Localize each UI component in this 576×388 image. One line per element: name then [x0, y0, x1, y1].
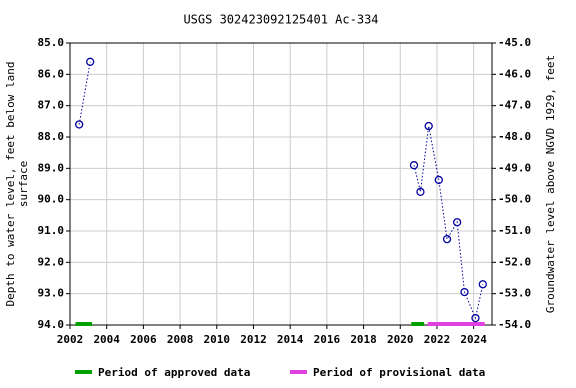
data-point [460, 287, 469, 297]
x-tick-label: 2022 [424, 333, 451, 346]
data-point [442, 234, 452, 244]
series-line [78, 61, 484, 320]
period-bar [75, 322, 93, 326]
y2-tick-label: -47.0 [498, 99, 531, 112]
y2-tick-label: -53.0 [498, 287, 531, 300]
y-tick-label: 92.0 [38, 255, 65, 268]
period-bar [427, 322, 485, 326]
x-tick-label: 2008 [167, 333, 194, 346]
y-tick-label: 90.0 [38, 193, 65, 206]
y2-tick-label: -46.0 [498, 67, 531, 80]
y-tick-label: 91.0 [38, 224, 65, 237]
x-tick-label: 2020 [387, 333, 414, 346]
y-tick-label: 85.0 [38, 36, 65, 49]
y-tick-label: 89.0 [38, 161, 65, 174]
x-tick-label: 2004 [93, 333, 120, 346]
y2-tick-label: -51.0 [498, 224, 531, 237]
y-tick-label: 87.0 [38, 99, 65, 112]
y2-tick-label: -49.0 [498, 161, 531, 174]
y-tick-label: 93.0 [38, 287, 65, 300]
y-tick-label: 86.0 [38, 67, 65, 80]
data-point [86, 57, 95, 66]
data-point [416, 187, 425, 196]
y2-tick-label: -52.0 [498, 255, 531, 268]
data-point [434, 175, 443, 185]
period-bar [411, 322, 425, 326]
y-axis-label: Depth to water level, feet below landsur… [4, 61, 30, 306]
chart-title: USGS 302423092125401 Ac-334 [183, 13, 378, 27]
data-point [409, 161, 419, 170]
y-tick-label: 88.0 [38, 130, 65, 143]
y-axis-label-line: Depth to water level, feet below land [4, 61, 17, 306]
legend-label: Period of approved data [98, 366, 250, 379]
y2-tick-label: -48.0 [498, 130, 531, 143]
x-tick-label: 2024 [460, 333, 487, 346]
x-tick-label: 2010 [204, 333, 231, 346]
plot-frame [69, 42, 493, 326]
y2-tick-label: -50.0 [498, 193, 531, 206]
x-tick-label: 2014 [277, 333, 304, 346]
y-tick-label: 94.0 [38, 318, 65, 331]
legend-label: Period of provisional data [313, 366, 485, 379]
y-axis-label-line: surface [17, 161, 30, 207]
y2-axis-label: Groundwater level above NGVD 1929, feet [544, 55, 557, 313]
data-point [424, 121, 433, 131]
data-point [478, 280, 487, 289]
y2-tick-label: -54.0 [498, 318, 531, 331]
x-tick-label: 2002 [57, 333, 84, 346]
data-point [452, 218, 462, 227]
data-point [75, 120, 84, 129]
x-tick-label: 2018 [350, 333, 377, 346]
data-point [471, 313, 480, 323]
x-tick-label: 2006 [130, 333, 157, 346]
x-tick-label: 2012 [240, 333, 267, 346]
y2-tick-label: -45.0 [498, 36, 531, 49]
x-tick-label: 2016 [314, 333, 341, 346]
